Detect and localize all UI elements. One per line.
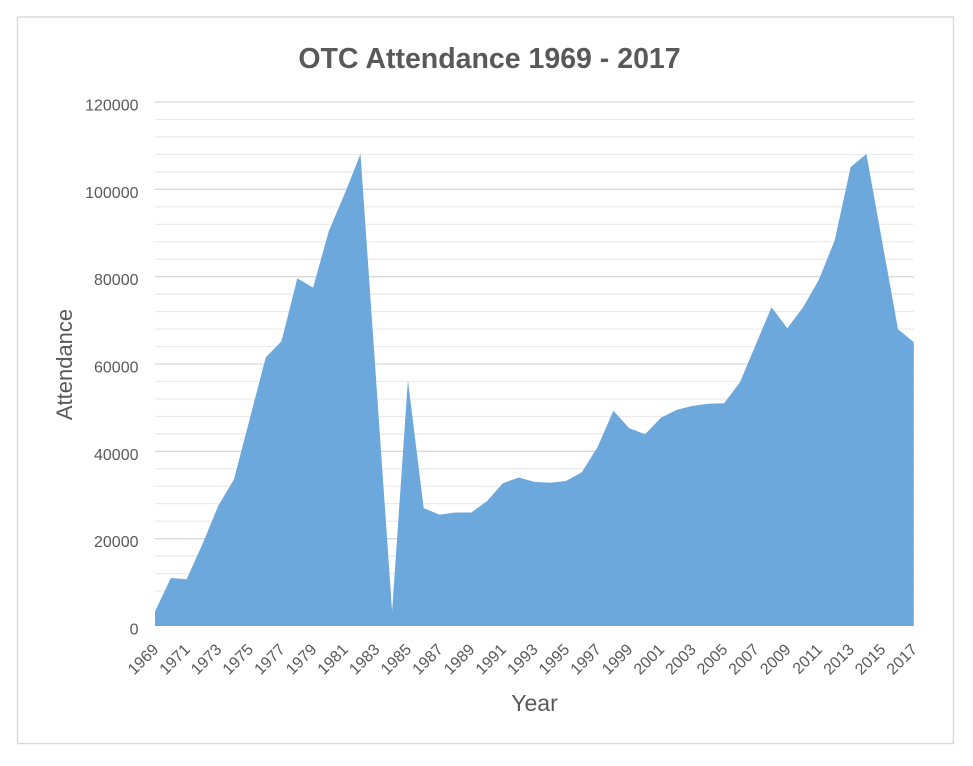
svg-text:100000: 100000 xyxy=(85,185,138,202)
svg-text:Attendance: Attendance xyxy=(52,309,77,420)
svg-text:80000: 80000 xyxy=(94,272,139,289)
svg-text:20000: 20000 xyxy=(94,534,139,551)
svg-text:40000: 40000 xyxy=(94,447,139,464)
svg-text:60000: 60000 xyxy=(94,360,139,377)
svg-text:0: 0 xyxy=(130,622,139,639)
svg-text:120000: 120000 xyxy=(85,98,138,115)
svg-text:OTC Attendance 1969 - 2017: OTC Attendance 1969 - 2017 xyxy=(298,43,680,75)
svg-text:Year: Year xyxy=(511,690,558,716)
